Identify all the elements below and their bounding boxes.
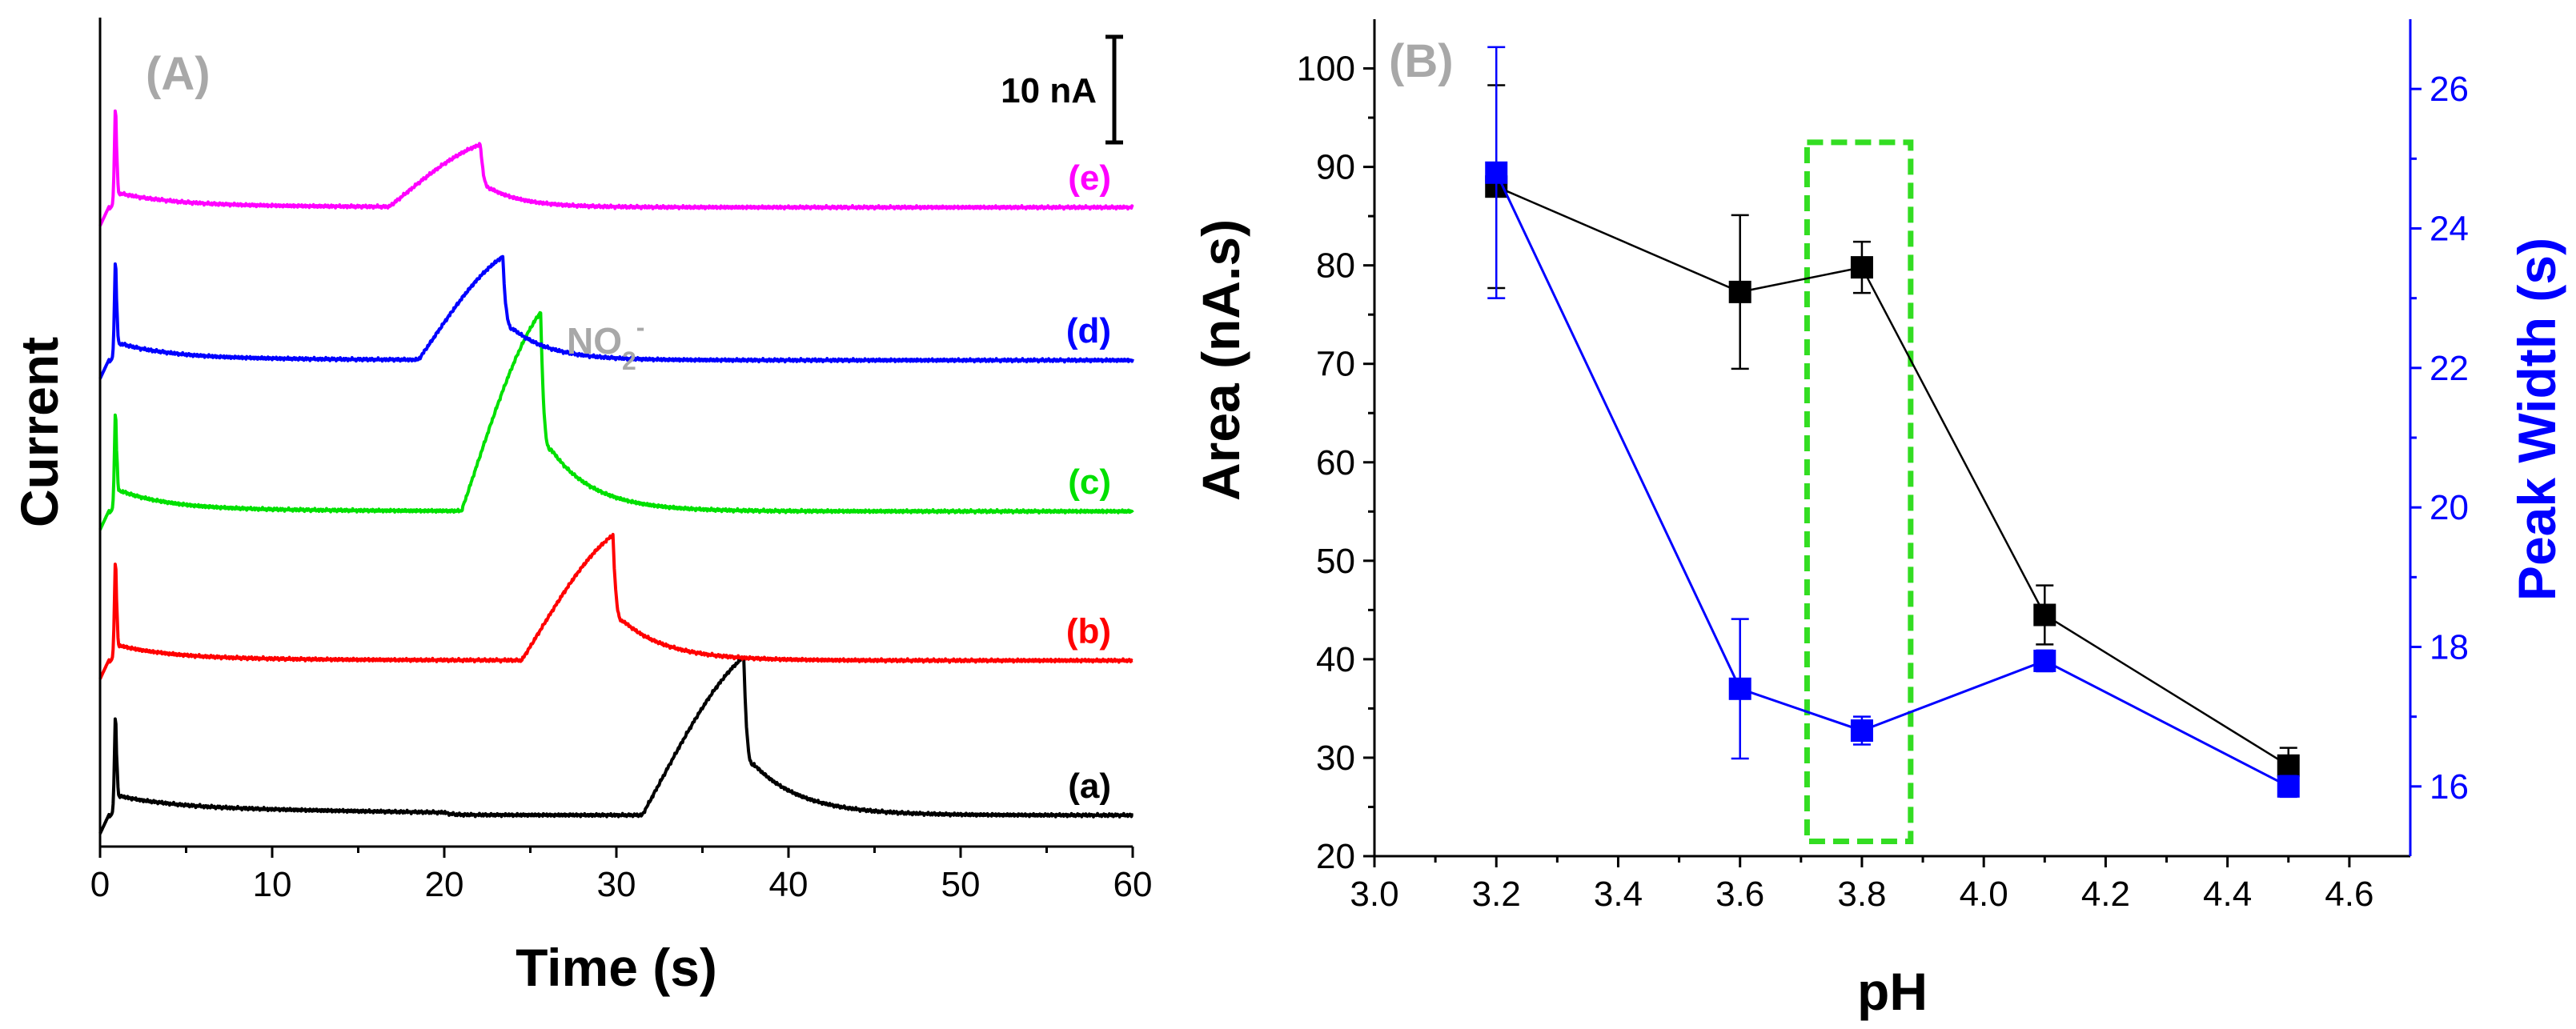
- x-tick-label: 40: [769, 865, 809, 904]
- series-line: [98, 109, 1134, 227]
- y2-tick-label: 22: [2430, 349, 2469, 388]
- y2-tick-group: 16 18 20 22 24 26: [2410, 70, 2469, 807]
- series-label: (c): [1068, 462, 1111, 502]
- y-tick-label: 20: [1316, 837, 1355, 876]
- x-tick-label: 3.4: [1594, 875, 1643, 914]
- x-tick-label: 10: [253, 865, 292, 904]
- y-tick-label: 70: [1316, 345, 1355, 384]
- data-point-marker: [1485, 161, 1508, 184]
- scale-bar-label: 10 nA: [1001, 71, 1097, 110]
- y-tick-label: 60: [1316, 443, 1355, 482]
- y2-tick-label: 24: [2430, 210, 2469, 249]
- chart-panel-b: 3.0 3.2 3.4 3.6 3.8 4.0 4.2 4.4 4.6 20 30 40 50 60 70…: [1191, 19, 2566, 1021]
- y2-tick-label: 18: [2430, 628, 2469, 667]
- series-line: [98, 254, 1134, 380]
- series-line: [1495, 186, 2289, 767]
- chart-panel-a: (a) (b) (c) (d) (e) 0 10 20 30 40 50 60 (A) Curren…: [10, 18, 1152, 997]
- data-point-marker: [1850, 256, 1873, 279]
- y-tick-label: 30: [1316, 739, 1355, 778]
- x-tick-group: 3.0 3.2 3.4 3.6 3.8 4.0 4.2 4.4 4.6: [1350, 856, 2373, 914]
- x-tick-label: 0: [90, 865, 110, 904]
- y-tick-label: 50: [1316, 542, 1355, 581]
- x-tick-label: 20: [425, 865, 464, 904]
- y-tick-label: 80: [1316, 246, 1355, 286]
- data-point-marker: [1850, 719, 1873, 743]
- peak-annotation-sup: -: [636, 313, 645, 342]
- data-point-marker: [2277, 775, 2300, 798]
- trace-group: (a) (b) (c) (d) (e): [98, 109, 1134, 835]
- y2-axis-label: Peak Width (s): [2507, 238, 2566, 601]
- data-point-marker: [1728, 280, 1751, 303]
- y2-tick-label: 20: [2430, 488, 2469, 527]
- series-line: [98, 655, 1134, 835]
- series-label: (e): [1068, 158, 1111, 198]
- series-label: (d): [1066, 311, 1111, 350]
- series-label: (b): [1066, 611, 1111, 651]
- y-tick-label: 90: [1316, 148, 1355, 187]
- x-tick-label: 3.6: [1715, 875, 1764, 914]
- x-tick-group: 0 10 20 30 40 50 60: [90, 847, 1153, 904]
- x-tick-label: 3.0: [1350, 875, 1398, 914]
- series-group: [1485, 46, 2300, 799]
- highlight-box: [1804, 139, 1914, 845]
- y-tick-label: 100: [1297, 50, 1355, 89]
- series-label: (a): [1068, 767, 1111, 806]
- y-tick-group: 20 30 40 50 60 70 80 90 100: [1297, 50, 1374, 876]
- data-point-marker: [1728, 677, 1751, 700]
- data-point-marker: [2033, 649, 2056, 672]
- peak-annotation-sub: 2: [622, 346, 636, 375]
- panel-label: (B): [1389, 35, 1454, 87]
- panel-label: (A): [146, 48, 211, 100]
- y2-tick-label: 16: [2430, 767, 2469, 807]
- x-tick-label: 30: [597, 865, 636, 904]
- data-point-marker: [2033, 603, 2056, 627]
- x-tick-label: 4.4: [2203, 875, 2252, 914]
- x-tick-label: 4.0: [1960, 875, 2008, 914]
- series-line: [98, 532, 1134, 680]
- series-line: [1495, 172, 2289, 788]
- x-tick-label: 60: [1113, 865, 1153, 904]
- y-axis-label: Area (nA.s): [1191, 219, 1250, 501]
- scale-bar: 10 nA: [1001, 34, 1123, 145]
- x-axis-label: pH: [1857, 962, 1928, 1021]
- data-point-marker: [2277, 754, 2300, 777]
- x-tick-label: 3.2: [1472, 875, 1521, 914]
- x-tick-label: 4.6: [2325, 875, 2373, 914]
- y-tick-label: 40: [1316, 640, 1355, 679]
- x-tick-label: 3.8: [1837, 875, 1886, 914]
- peak-annotation-base: NO: [567, 320, 622, 362]
- x-tick-label: 50: [941, 865, 981, 904]
- x-axis-label: Time (s): [516, 938, 717, 997]
- x-tick-label: 4.2: [2081, 875, 2130, 914]
- peak-annotation: NO2-: [567, 313, 644, 375]
- series-line: [98, 310, 1134, 531]
- y2-tick-label: 26: [2430, 70, 2469, 109]
- y-axis-label: Current: [10, 337, 69, 527]
- highlight-box-group: [1804, 139, 1914, 845]
